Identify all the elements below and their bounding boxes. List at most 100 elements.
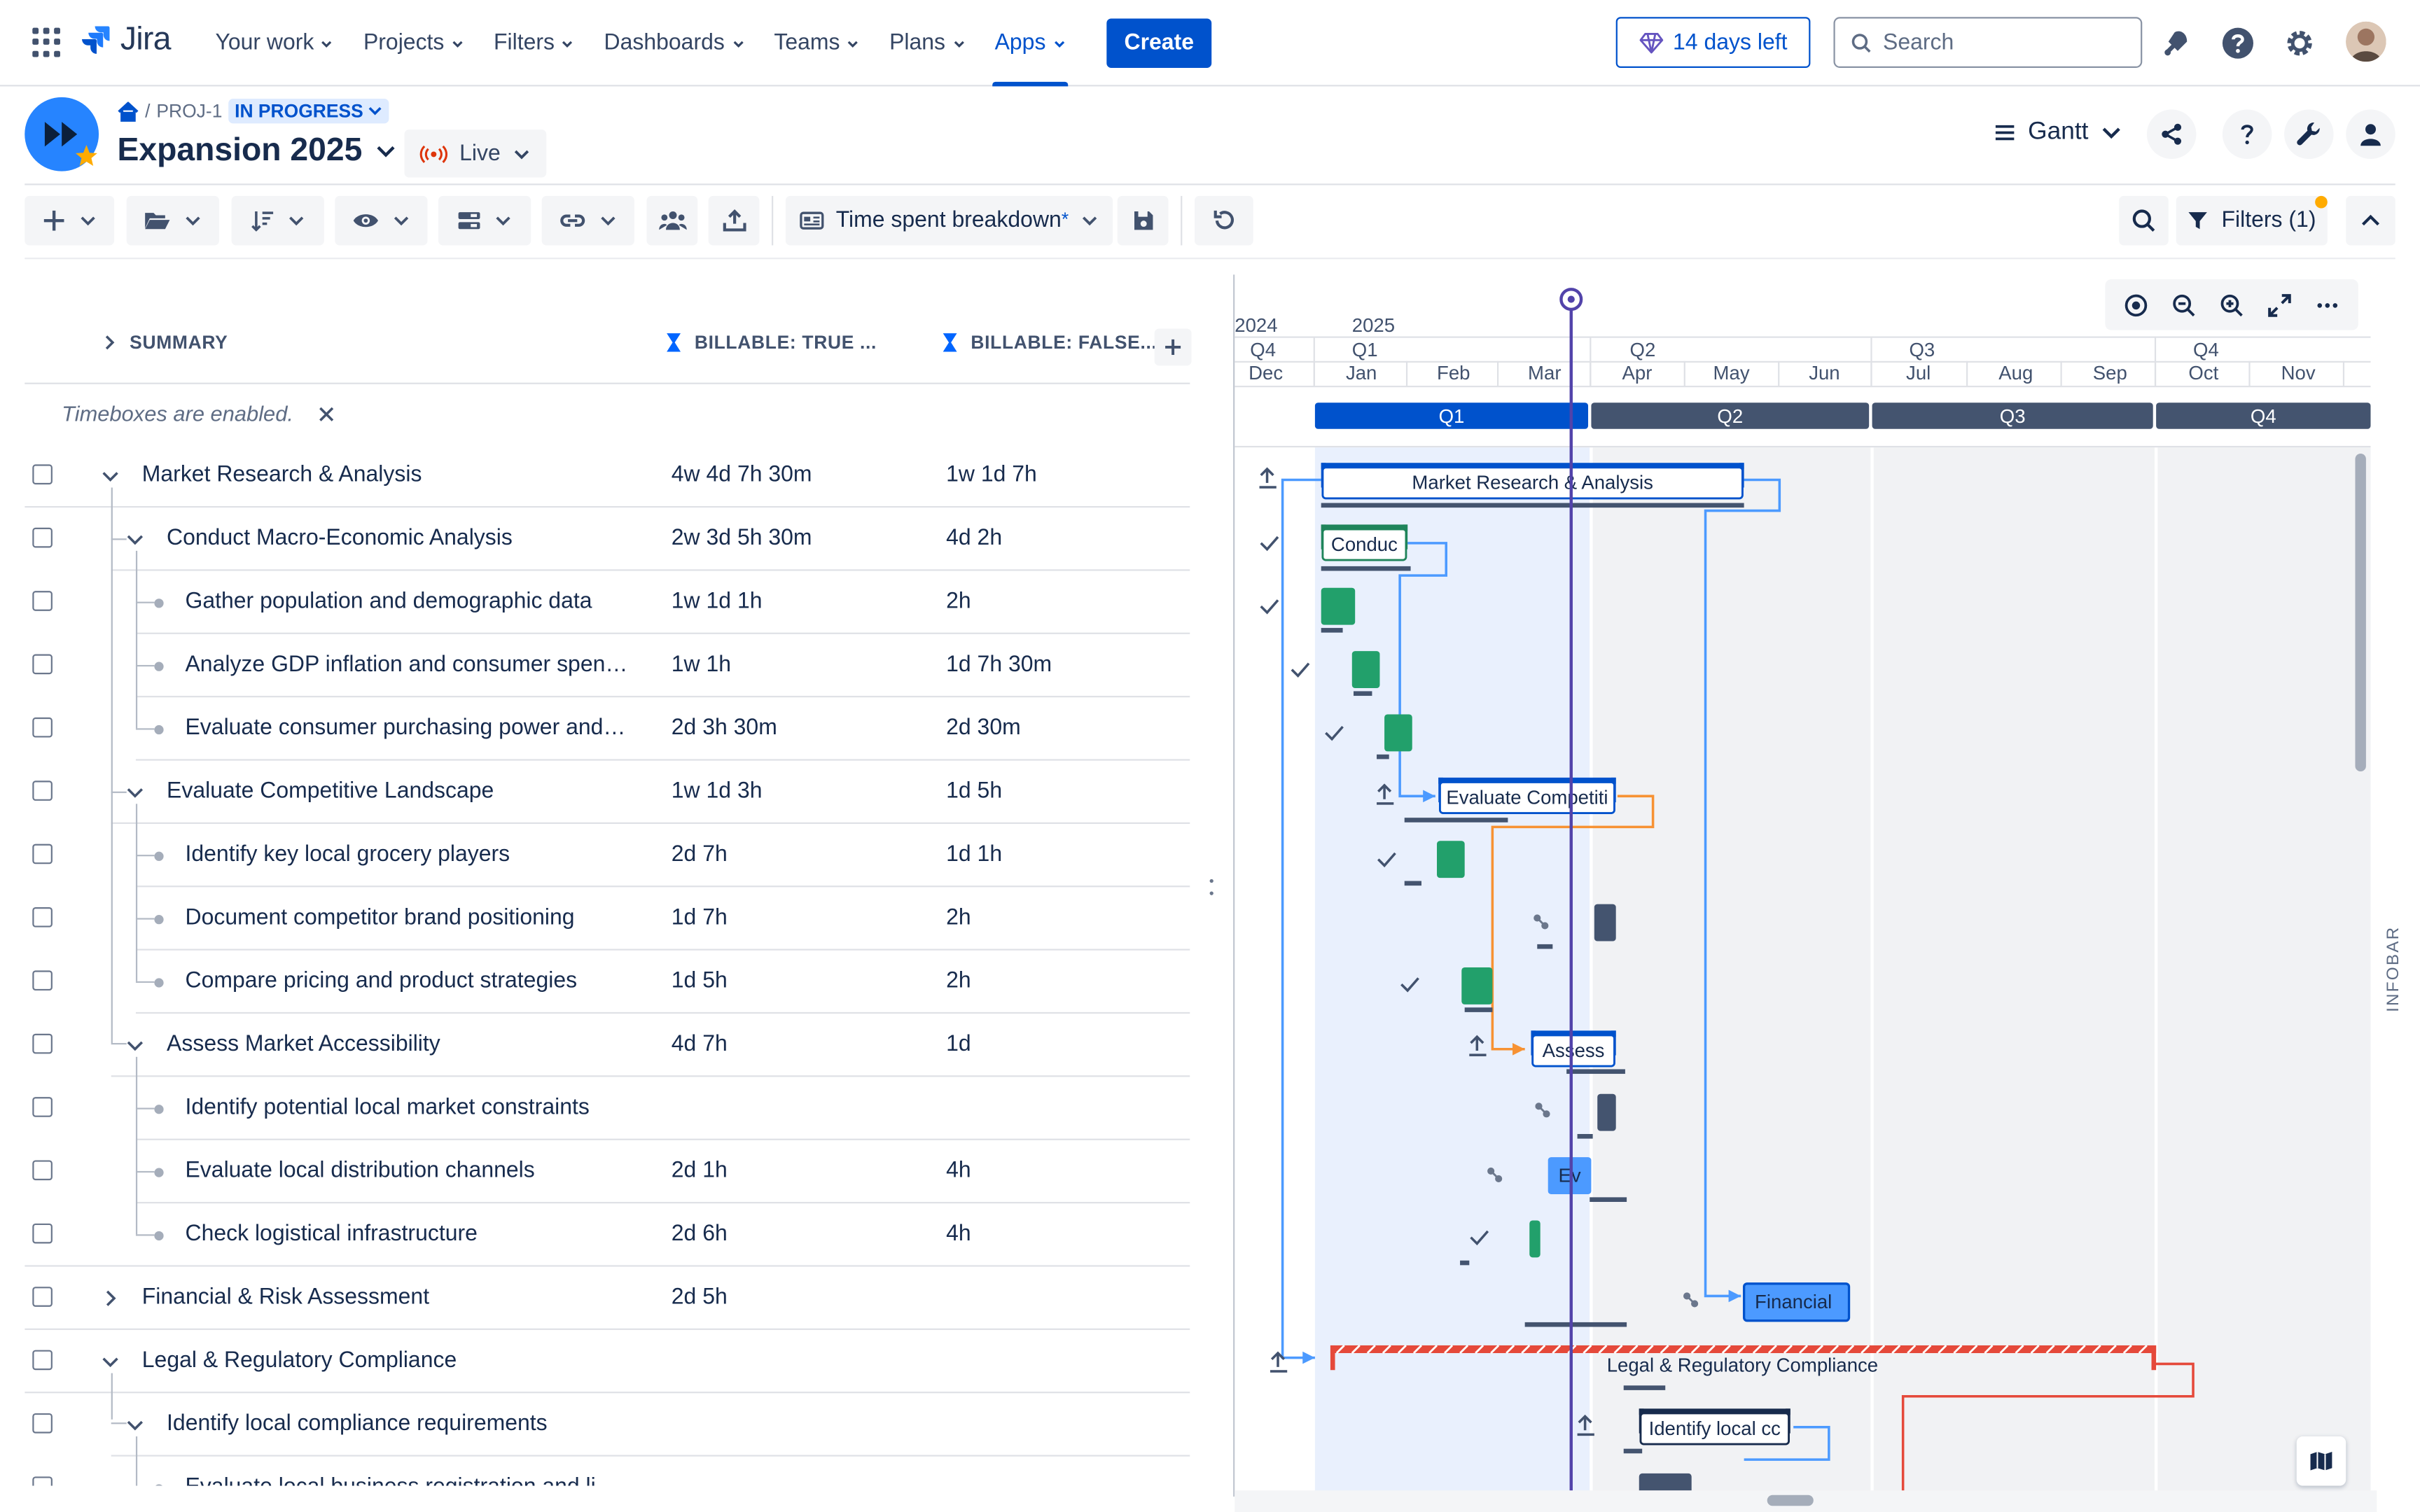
column-header-billable-true[interactable]: BILLABLE: TRUE ... (665, 332, 877, 354)
status-badge[interactable]: IN PROGRESS (228, 99, 390, 124)
column-header-billable-false[interactable]: BILLABLE: FALSE... (942, 332, 1157, 354)
zoom-out-button[interactable] (2164, 285, 2204, 325)
gantt-bar-financial[interactable] (1742, 1282, 1851, 1322)
row-checkbox[interactable] (32, 1350, 53, 1371)
jira-logo[interactable]: Jira (81, 22, 172, 59)
table-row[interactable]: Evaluate local business registration and… (25, 1457, 1190, 1486)
chevron-down-icon[interactable] (125, 1415, 146, 1435)
gantt-horizontal-scrollbar[interactable] (1767, 1494, 1814, 1506)
row-checkbox[interactable] (32, 591, 53, 611)
search-input[interactable]: Search (1833, 17, 2143, 68)
row-summary[interactable]: Check logistical infrastructure (185, 1222, 478, 1247)
chevron-down-icon[interactable] (100, 1352, 120, 1372)
row-checkbox[interactable] (32, 780, 53, 801)
row-summary[interactable]: Market Research & Analysis (141, 463, 422, 488)
nav-filters[interactable]: Filters (479, 0, 590, 86)
collapse-header-button[interactable] (2346, 195, 2395, 246)
help-icon[interactable] (2219, 24, 2256, 62)
chevron-down-icon[interactable] (125, 529, 146, 550)
save-view-button[interactable] (1117, 195, 1169, 246)
home-icon[interactable] (118, 101, 139, 121)
search-button[interactable] (2119, 195, 2169, 246)
view-dropdown[interactable]: Time spent breakdown* (785, 195, 1113, 246)
nav-apps[interactable]: Apps (980, 0, 1080, 87)
row-checkbox[interactable] (32, 1097, 53, 1117)
table-row[interactable]: Gather population and demographic data 1w… (25, 571, 1190, 634)
gantt-task-bar[interactable] (1639, 1473, 1692, 1494)
configure-button[interactable] (2284, 109, 2334, 160)
zoom-in-button[interactable] (2211, 285, 2251, 325)
nav-projects[interactable]: Projects (349, 0, 479, 86)
scroll-to-today-button[interactable] (2115, 285, 2155, 325)
table-row[interactable]: Evaluate consumer purchasing power and… 2… (25, 697, 1190, 761)
row-summary[interactable]: Gather population and demographic data (185, 589, 592, 615)
table-row[interactable]: Document competitor brand positioning 1d … (25, 887, 1190, 951)
table-row[interactable]: Legal & Regulatory Compliance (25, 1330, 1190, 1394)
table-row[interactable]: Assess Market Accessibility 4d 7h 1d (25, 1014, 1190, 1077)
row-summary[interactable]: Identify potential local market constrai… (185, 1095, 590, 1121)
table-row[interactable]: Evaluate Competitive Landscape 1w 1d 3h 1d… (25, 761, 1190, 824)
row-summary[interactable]: Identify key local grocery players (185, 842, 510, 867)
row-summary[interactable]: Legal & Regulatory Compliance (141, 1348, 457, 1373)
team-button[interactable] (646, 195, 698, 246)
timebox-bar-q4[interactable] (2156, 402, 2371, 429)
row-summary[interactable]: Compare pricing and product strategies (185, 969, 578, 994)
view-selector[interactable]: Gantt (1994, 119, 2122, 147)
user-profile-button[interactable] (2346, 109, 2395, 160)
row-summary[interactable]: Identify local compliance requirements (167, 1411, 548, 1437)
gantt-task-bar[interactable] (1529, 1220, 1541, 1258)
minimap-button[interactable] (2296, 1436, 2346, 1486)
timebox-bar-q2[interactable] (1591, 402, 1870, 429)
gantt-task-bar[interactable] (1594, 904, 1616, 941)
table-row[interactable]: Conduct Macro-Economic Analysis 2w 3d 5h … (25, 507, 1190, 571)
row-summary[interactable]: Conduct Macro-Economic Analysis (167, 526, 513, 551)
more-options-button[interactable] (2308, 285, 2348, 325)
star-icon[interactable] (74, 144, 99, 168)
row-checkbox[interactable] (32, 970, 53, 991)
row-summary[interactable]: Evaluate local business registration and… (185, 1457, 641, 1485)
revert-button[interactable] (1194, 195, 1253, 246)
chevron-right-icon[interactable] (100, 1288, 120, 1308)
gantt-bar-market-research[interactable] (1321, 466, 1744, 500)
fit-to-screen-button[interactable] (2260, 285, 2300, 325)
gantt-bar-conduct[interactable] (1321, 528, 1407, 561)
app-switcher-icon[interactable] (31, 26, 62, 57)
export-button[interactable] (708, 195, 760, 246)
row-checkbox[interactable] (32, 844, 53, 864)
filters-button[interactable]: Filters (1) (2176, 195, 2328, 246)
live-mode-dropdown[interactable]: Live (404, 130, 547, 178)
gantt-bar-assess[interactable] (1531, 1034, 1615, 1068)
row-checkbox[interactable] (32, 527, 53, 548)
close-icon[interactable] (318, 405, 335, 422)
breadcrumb-issue-key[interactable]: PROJ-1 (156, 100, 223, 122)
table-row[interactable]: Identify local compliance requirements (25, 1393, 1190, 1457)
row-checkbox[interactable] (32, 717, 53, 738)
row-summary[interactable]: Evaluate local distribution channels (185, 1158, 535, 1184)
chevron-right-icon[interactable] (102, 333, 117, 351)
panel-resize-handle-icon[interactable] (1207, 876, 1216, 898)
settings-gear-icon[interactable] (2281, 24, 2318, 62)
table-row[interactable]: Identify key local grocery players 2d 7h 1… (25, 824, 1190, 888)
column-header-summary[interactable]: SUMMARY (102, 332, 228, 354)
row-summary[interactable]: Financial & Risk Assessment (141, 1285, 430, 1310)
nav-plans[interactable]: Plans (875, 0, 980, 86)
chevron-down-icon[interactable] (100, 466, 120, 486)
chevron-down-icon[interactable] (125, 1035, 146, 1056)
gantt-task-bar[interactable] (1384, 714, 1412, 752)
table-row[interactable]: Compare pricing and product strategies 1d… (25, 951, 1190, 1014)
gantt-task-bar[interactable] (1597, 1093, 1616, 1131)
visibility-dropdown[interactable] (335, 195, 428, 246)
table-row[interactable]: Evaluate local distribution channels 2d 1… (25, 1140, 1190, 1204)
row-checkbox[interactable] (32, 1223, 53, 1244)
row-summary[interactable]: Evaluate Competitive Landscape (167, 779, 494, 804)
help-button[interactable] (2222, 109, 2272, 160)
row-summary[interactable]: Analyze GDP inflation and consumer spen… (185, 652, 628, 678)
row-summary[interactable]: Document competitor brand positioning (185, 905, 575, 931)
row-checkbox[interactable] (32, 1476, 53, 1486)
fields-dropdown[interactable] (438, 195, 531, 246)
sort-dropdown[interactable] (231, 195, 324, 246)
table-row[interactable]: Identify potential local market constrai… (25, 1077, 1190, 1140)
share-button[interactable] (2146, 109, 2197, 160)
create-button[interactable]: Create (1106, 18, 1212, 68)
row-checkbox[interactable] (32, 1287, 53, 1307)
